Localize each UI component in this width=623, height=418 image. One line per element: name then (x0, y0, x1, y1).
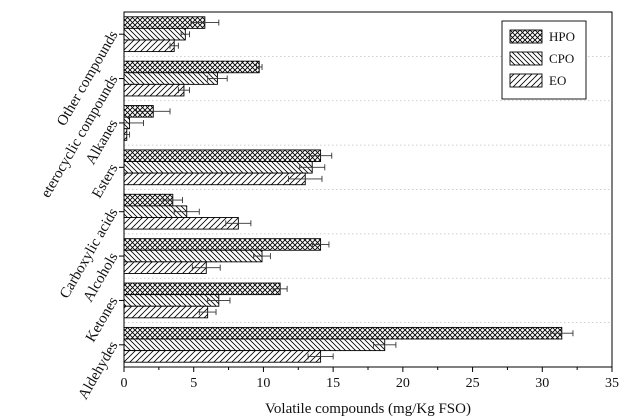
legend-swatch-eo (509, 73, 543, 88)
bar-hpo-1 (123, 282, 281, 296)
bar-cpo-2 (123, 249, 263, 263)
bar-hpo-6 (123, 60, 260, 74)
x-tick-label: 35 (605, 376, 619, 391)
legend-swatch-hpo (509, 29, 543, 44)
bar-cpo-1 (123, 294, 220, 307)
bar-eo-1 (123, 305, 209, 319)
x-tick-label: 30 (535, 376, 549, 391)
bar-hpo-4 (123, 149, 322, 162)
y-category-label: Esters (89, 161, 121, 201)
legend-swatch-cpo (509, 51, 543, 66)
axes (119, 11, 613, 372)
legend-label-eo: EO (549, 73, 566, 88)
bar-eo-0 (123, 350, 322, 363)
bar-eo-4 (123, 172, 306, 186)
bar-cpo-6 (123, 72, 218, 85)
y-category-label: Aldehydes (76, 339, 122, 403)
bar-cpo-0 (123, 338, 386, 352)
x-tick-label: 25 (466, 376, 480, 391)
x-tick-label: 20 (396, 376, 410, 391)
x-tick-label: 5 (190, 376, 197, 391)
bar-cpo-4 (123, 161, 313, 174)
bar-eo-6 (123, 83, 185, 97)
bar-hpo-0 (123, 326, 563, 340)
bar-eo-3 (123, 217, 239, 230)
bar-hpo-2 (123, 238, 322, 251)
legend-label-hpo: HPO (549, 29, 575, 44)
grid-lines (124, 55, 612, 324)
x-tick-label: 10 (256, 376, 270, 391)
x-tick-label: 15 (326, 376, 340, 391)
bar-eo-7 (123, 39, 175, 53)
legend: HPO CPO EO (501, 20, 587, 100)
x-axis-title: Volatile compounds (mg/Kg FSO) (265, 401, 471, 417)
bar-cpo-7 (123, 27, 186, 41)
legend-label-cpo: CPO (549, 51, 574, 66)
x-tick-label: 0 (121, 376, 128, 391)
